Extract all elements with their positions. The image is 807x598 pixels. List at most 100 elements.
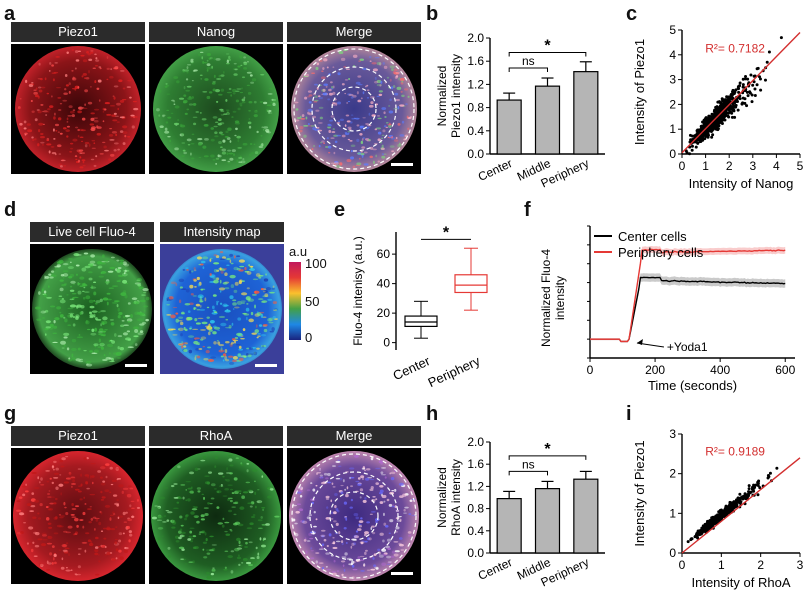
cell-speck bbox=[103, 145, 107, 149]
cell-speck bbox=[173, 482, 178, 485]
cell-speck bbox=[203, 455, 206, 460]
cell-speck bbox=[256, 336, 259, 339]
cell-speck bbox=[246, 84, 251, 86]
cell-speck bbox=[88, 277, 93, 281]
cell-speck bbox=[62, 127, 67, 130]
cell-speck bbox=[169, 139, 172, 143]
cell-speck bbox=[184, 563, 188, 565]
cell-speck bbox=[263, 537, 266, 540]
cell-speck bbox=[133, 107, 139, 111]
cell-speck bbox=[355, 81, 361, 85]
cell-speck bbox=[201, 118, 207, 121]
cell-speck bbox=[128, 539, 131, 543]
cell-speck bbox=[306, 489, 311, 492]
cell-speck bbox=[235, 127, 238, 131]
cell-speck bbox=[218, 140, 222, 145]
cell-speck bbox=[174, 535, 180, 539]
cell-speck bbox=[323, 83, 328, 86]
cell-speck bbox=[308, 513, 312, 517]
cell-speck bbox=[310, 557, 315, 559]
cell-speck bbox=[372, 495, 376, 498]
cell-speck bbox=[259, 101, 264, 103]
cell-speck bbox=[71, 347, 77, 352]
cell-speck bbox=[375, 498, 378, 501]
cell-speck bbox=[226, 62, 230, 65]
cell-speck bbox=[45, 517, 50, 521]
cell-speck bbox=[298, 508, 304, 512]
cell-speck bbox=[44, 333, 47, 336]
cell-speck bbox=[350, 149, 353, 153]
cell-speck bbox=[60, 566, 65, 570]
scatter-point bbox=[737, 87, 741, 91]
scatter-point bbox=[720, 513, 724, 517]
scatter-point bbox=[711, 122, 715, 126]
cell-speck bbox=[408, 534, 412, 537]
cell-speck bbox=[370, 568, 376, 571]
cell-speck bbox=[99, 342, 105, 347]
cell-speck bbox=[328, 88, 332, 92]
cell-speck bbox=[84, 141, 90, 145]
cell-speck bbox=[357, 75, 362, 78]
cell-speck bbox=[260, 334, 267, 337]
cell-speck bbox=[66, 135, 69, 138]
cell-speck bbox=[71, 353, 74, 358]
y-axis-label: Intensity of Piezo1 bbox=[632, 39, 647, 145]
cell-speck bbox=[199, 111, 202, 114]
cell-speck bbox=[187, 144, 191, 146]
cell-speck bbox=[230, 284, 235, 289]
cell-speck bbox=[350, 96, 354, 99]
cell-speck bbox=[374, 80, 379, 84]
cell-speck bbox=[321, 140, 325, 143]
scale-bar bbox=[391, 572, 413, 575]
cell-speck bbox=[364, 85, 367, 88]
cell-speck bbox=[357, 477, 361, 480]
cell-speck bbox=[376, 62, 382, 66]
cell-speck bbox=[362, 67, 367, 71]
cell-speck bbox=[122, 125, 128, 129]
cell-speck bbox=[69, 472, 72, 476]
cell-speck bbox=[254, 304, 256, 309]
cell-speck bbox=[344, 124, 347, 127]
cell-speck bbox=[59, 165, 63, 168]
cell-speck bbox=[54, 516, 58, 520]
cell-speck bbox=[302, 520, 308, 524]
cell-speck bbox=[216, 300, 220, 303]
cell-speck bbox=[338, 531, 341, 535]
scatter-point bbox=[689, 138, 693, 142]
cell-speck bbox=[48, 150, 51, 154]
cell-speck bbox=[26, 503, 32, 507]
cell-speck bbox=[48, 526, 53, 529]
cell-speck bbox=[193, 337, 200, 340]
cell-speck bbox=[131, 515, 134, 519]
cell-speck bbox=[71, 503, 74, 507]
cell-speck bbox=[212, 331, 217, 335]
cell-speck bbox=[91, 481, 94, 485]
cell-speck bbox=[233, 266, 239, 271]
cell-speck bbox=[181, 311, 185, 315]
cell-speck bbox=[399, 77, 405, 82]
cell-speck bbox=[257, 552, 260, 556]
cell-speck bbox=[89, 312, 93, 315]
cell-speck bbox=[54, 497, 58, 501]
colorbar-unit: a.u bbox=[289, 244, 308, 259]
cell-speck bbox=[202, 145, 207, 149]
cell-speck bbox=[227, 497, 233, 500]
cell-speck bbox=[208, 91, 213, 94]
cell-speck bbox=[83, 350, 87, 352]
cell-speck bbox=[217, 490, 219, 494]
scatter-point bbox=[765, 60, 769, 64]
cell-speck bbox=[129, 504, 132, 508]
cell-speck bbox=[109, 360, 115, 363]
cell-speck bbox=[134, 329, 139, 334]
cell-speck bbox=[100, 476, 103, 479]
cell-speck bbox=[216, 78, 222, 80]
cell-speck bbox=[361, 140, 363, 144]
cell-speck bbox=[364, 531, 369, 535]
cell-speck bbox=[219, 258, 225, 260]
cell-speck bbox=[360, 140, 364, 145]
cell-speck bbox=[88, 70, 90, 74]
cell-speck bbox=[227, 355, 234, 358]
cell-speck bbox=[85, 320, 90, 325]
cell-speck bbox=[337, 72, 341, 76]
cell-speck bbox=[307, 90, 313, 93]
